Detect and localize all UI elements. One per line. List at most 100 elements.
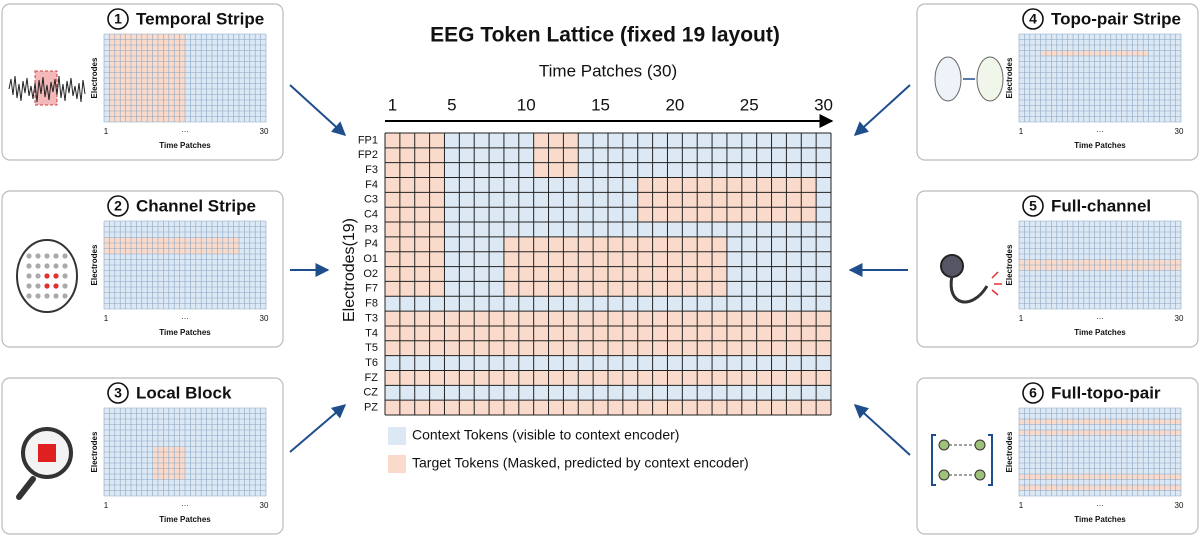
icon: [44, 293, 50, 299]
icon: [26, 263, 32, 269]
icon: [38, 444, 56, 462]
mini-x-mid: …: [181, 125, 189, 134]
panel: 1 Temporal Stripe Electrodes 1 … 30 Time Patch…: [1, 3, 284, 161]
mini-y-label: Electrodes: [1005, 431, 1014, 472]
panel-title: Channel Stripe: [136, 196, 256, 215]
legend-label: Context Tokens (visible to context encod…: [412, 427, 679, 443]
electrode-label: T4: [365, 327, 378, 339]
icon: [974, 439, 986, 451]
icon: [940, 254, 964, 278]
legend-swatch: [388, 427, 406, 445]
icon: [938, 439, 950, 451]
number-circle: [107, 382, 129, 404]
mini-x-mid: …: [1096, 125, 1104, 134]
mini-x-mid: …: [181, 312, 189, 321]
target-span: [503, 251, 727, 267]
mini-y-label: Electrodes: [90, 244, 99, 285]
arrow: [853, 404, 911, 456]
electrode-label: F4: [365, 179, 378, 191]
panel: 2 Channel Stripe Electrodes 1 … 30 Time Patche…: [1, 190, 284, 348]
electrode-label: FZ: [365, 372, 379, 384]
electrode-label: F8: [365, 298, 378, 310]
icon: [44, 253, 50, 259]
arrow: [853, 84, 911, 136]
mini-x-start: 1: [1019, 314, 1024, 323]
panel-title: Temporal Stripe: [136, 9, 264, 28]
panel-number: 4: [1029, 11, 1037, 27]
mini-y-label: Electrodes: [1005, 57, 1014, 98]
mini-x-end: 30: [1175, 314, 1184, 323]
panel-title: Full-channel: [1051, 196, 1151, 215]
icon: [974, 469, 986, 481]
x-tick-label: 5: [447, 95, 456, 114]
icon: [976, 56, 1004, 102]
mini-x-label: Time Patches: [1074, 515, 1126, 524]
mini-x-start: 1: [104, 501, 109, 510]
mini-y-label: Electrodes: [1005, 244, 1014, 285]
icon: [53, 293, 59, 299]
icon: [938, 469, 950, 481]
mini-y-label: Electrodes: [90, 431, 99, 472]
mini-x-mid: …: [1096, 312, 1104, 321]
electrode-label: C4: [364, 209, 378, 221]
x-tick-label: 20: [665, 95, 684, 114]
icon: [8, 75, 86, 103]
number-circle: [107, 8, 129, 30]
icon: [62, 263, 68, 269]
icon: [16, 476, 36, 500]
mini-x-mid: …: [1096, 499, 1104, 508]
x-tick-label: 15: [591, 95, 610, 114]
mini-x-label: Time Patches: [1074, 328, 1126, 337]
icon: [44, 263, 50, 269]
y-axis-label: Electrodes(19): [341, 218, 358, 322]
icon: [62, 273, 68, 279]
electrode-label: FP2: [358, 149, 378, 161]
mini-x-label: Time Patches: [159, 515, 211, 524]
icon: [35, 283, 41, 289]
electrode-label: F3: [365, 164, 378, 176]
x-tick-label: 1: [388, 95, 397, 114]
icon: [35, 263, 41, 269]
icon: [53, 263, 59, 269]
panel: 3 Local Block Electrodes 1 … 30 Time Patches: [1, 377, 284, 535]
panel: 4 Topo-pair Stripe Electrodes 1 … 30 Time Patc…: [916, 3, 1199, 161]
electrode-label: FP1: [358, 134, 378, 146]
panel-number: 3: [114, 385, 122, 401]
mini-x-label: Time Patches: [1074, 141, 1126, 150]
panel: 5 Full-channel Electrodes 1 … 30 Time Patches: [916, 190, 1199, 348]
electrode-label: F7: [365, 283, 378, 295]
panel-number: 6: [1029, 385, 1037, 401]
icon: [35, 273, 41, 279]
mini-x-start: 1: [104, 127, 109, 136]
icon: [26, 293, 32, 299]
electrode-label: P4: [365, 238, 378, 250]
legend-swatch: [388, 455, 406, 473]
icon: [53, 283, 59, 289]
panel-title: Local Block: [136, 383, 232, 402]
x-tick-label: 25: [740, 95, 759, 114]
icon: [62, 283, 68, 289]
panel-number: 2: [114, 198, 122, 214]
panel: 6 Full-topo-pair Electrodes 1 … 30 Time Patche…: [916, 377, 1199, 535]
mini-y-label: Electrodes: [90, 57, 99, 98]
icon: [26, 273, 32, 279]
electrode-label: O2: [363, 268, 378, 280]
target-span: [503, 236, 727, 252]
x-tick-label: 10: [517, 95, 536, 114]
panel-title: Full-topo-pair: [1051, 383, 1161, 402]
icon: [949, 275, 989, 304]
number-circle: [107, 195, 129, 217]
electrode-label: T5: [365, 342, 378, 354]
mini-x-start: 1: [1019, 127, 1024, 136]
icon: [35, 293, 41, 299]
panel-number: 5: [1029, 198, 1037, 214]
icon: [991, 271, 1002, 296]
icon: [62, 293, 68, 299]
target-span: [533, 162, 579, 178]
icon: [62, 253, 68, 259]
electrode-label: P3: [365, 223, 378, 235]
icon: [934, 56, 962, 102]
electrode-label: O1: [363, 253, 378, 265]
mini-target: [104, 237, 239, 254]
electrode-label: C3: [364, 194, 378, 206]
